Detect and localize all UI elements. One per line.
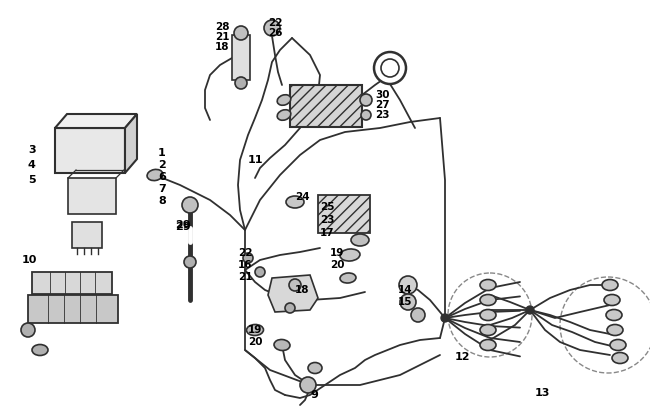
Text: 27: 27 [375,100,389,110]
Circle shape [360,94,372,106]
Polygon shape [55,114,137,128]
Circle shape [234,26,248,40]
Text: 11: 11 [248,155,263,165]
Ellipse shape [612,353,628,363]
Bar [72,222,102,248]
Circle shape [361,110,371,120]
Ellipse shape [610,339,626,351]
Text: 3: 3 [28,145,36,155]
Text: 26: 26 [268,28,283,38]
Ellipse shape [480,295,496,306]
Text: 13: 13 [535,388,551,398]
Text: 19: 19 [248,325,263,335]
Ellipse shape [480,325,496,335]
Text: 23: 23 [375,110,389,120]
Circle shape [243,253,253,263]
Text: 8: 8 [158,196,166,206]
Text: 5: 5 [28,175,36,185]
Polygon shape [125,114,137,173]
Text: 20: 20 [248,337,263,347]
Text: 19: 19 [330,248,344,258]
Bar [318,195,370,233]
Ellipse shape [277,110,291,120]
Text: 9: 9 [310,390,318,400]
Circle shape [399,276,417,294]
Ellipse shape [274,339,290,351]
Text: 18: 18 [215,42,229,52]
Text: 23: 23 [320,215,335,225]
Text: 22: 22 [268,18,283,28]
Text: 4: 4 [28,160,36,170]
Ellipse shape [480,339,496,351]
Ellipse shape [480,279,496,290]
Text: 17: 17 [320,228,335,238]
Ellipse shape [286,196,304,208]
Text: 14: 14 [398,285,413,295]
Text: 6: 6 [158,172,166,182]
Text: 10: 10 [22,255,38,265]
Text: 28: 28 [215,22,229,32]
Text: 7: 7 [158,184,166,194]
Ellipse shape [480,309,496,321]
Circle shape [285,303,295,313]
Ellipse shape [32,344,48,356]
Text: 12: 12 [455,352,471,362]
Circle shape [255,267,265,277]
Text: 22: 22 [238,248,252,258]
Circle shape [21,323,35,337]
Ellipse shape [340,273,356,283]
Text: 2: 2 [158,160,166,170]
Bar [290,85,362,127]
Text: 21: 21 [238,272,252,282]
Bar [32,272,112,294]
Polygon shape [268,275,318,312]
Circle shape [289,279,301,291]
Text: 15: 15 [398,297,413,307]
Text: 16: 16 [238,260,252,270]
Ellipse shape [308,363,322,374]
Circle shape [264,20,280,36]
Text: 18: 18 [295,285,309,295]
Bar [55,128,125,173]
Ellipse shape [147,169,163,180]
Text: 24: 24 [295,192,309,202]
Text: 29: 29 [175,220,190,230]
Ellipse shape [277,95,291,105]
Text: 1: 1 [158,148,166,158]
Circle shape [300,377,316,393]
Bar [28,295,118,323]
Ellipse shape [340,249,360,261]
Circle shape [400,294,416,310]
Ellipse shape [602,279,618,290]
Text: 21: 21 [215,32,229,42]
Circle shape [374,52,406,84]
Circle shape [184,256,196,268]
Bar [232,35,250,80]
Bar [68,178,116,214]
Text: 30: 30 [375,90,389,100]
Circle shape [411,308,425,322]
Ellipse shape [607,325,623,335]
Circle shape [441,314,449,322]
Text: 20: 20 [330,260,344,270]
Text: 25: 25 [320,202,335,212]
Ellipse shape [606,309,622,321]
Circle shape [526,306,534,314]
Circle shape [235,77,247,89]
Text: 29: 29 [175,222,190,232]
Circle shape [381,59,399,77]
Ellipse shape [604,295,620,306]
Ellipse shape [351,234,369,246]
Circle shape [182,197,198,213]
Ellipse shape [246,325,263,335]
